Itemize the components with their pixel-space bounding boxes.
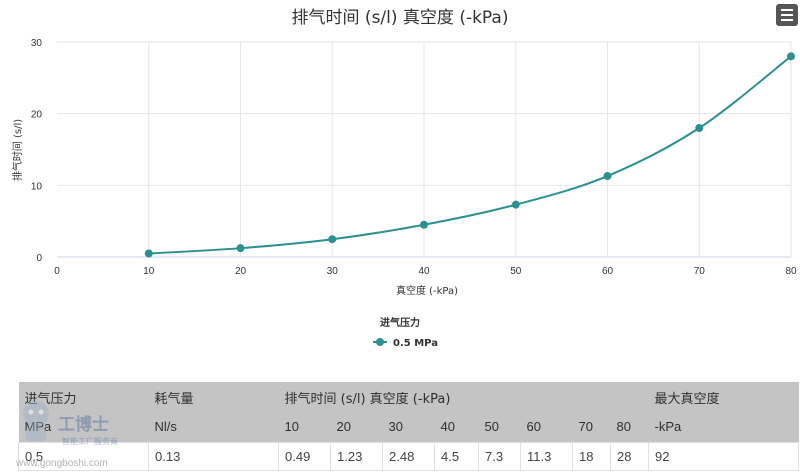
header-cell: 排气时间 (s/l) 真空度 (-kPa) bbox=[278, 382, 649, 412]
legend-title: 进气压力 bbox=[380, 316, 420, 329]
x-tick-label: 0 bbox=[54, 266, 60, 277]
header-cell: 30 bbox=[382, 412, 435, 442]
data-point[interactable] bbox=[328, 235, 337, 244]
header-cell: 50 bbox=[478, 412, 521, 442]
table-cell: 11.3 bbox=[520, 441, 573, 471]
x-tick-label: 10 bbox=[143, 266, 155, 277]
y-tick-label: 20 bbox=[31, 110, 43, 121]
x-tick-label: 50 bbox=[510, 266, 522, 277]
header-cell: 80 bbox=[610, 412, 649, 442]
data-point[interactable] bbox=[787, 52, 795, 61]
legend-label: 0.5 MPa bbox=[393, 338, 438, 349]
header-cell: 10 bbox=[278, 412, 331, 442]
header-cell: 40 bbox=[434, 412, 479, 442]
table-cell: 4.5 bbox=[434, 441, 479, 471]
table-header-row-2: MPa Nl/s 10 20 30 40 50 60 70 80 -kPa bbox=[18, 412, 799, 442]
table-cell: 7.3 bbox=[478, 441, 521, 471]
header-cell: 20 bbox=[330, 412, 383, 442]
series-line bbox=[148, 55, 792, 255]
x-tick-label: 30 bbox=[327, 266, 339, 277]
header-cell: 最大真空度 bbox=[648, 382, 799, 412]
x-tick-label: 20 bbox=[235, 266, 247, 277]
table-cell: 2.48 bbox=[382, 441, 435, 471]
x-tick-label: 60 bbox=[602, 266, 614, 277]
table-cell: 92 bbox=[648, 441, 799, 471]
x-tick-label: 80 bbox=[785, 266, 797, 277]
y-tick-label: 0 bbox=[36, 253, 42, 264]
data-point[interactable] bbox=[144, 249, 153, 258]
legend-item[interactable]: 0.5 MPa bbox=[373, 338, 438, 349]
data-point[interactable] bbox=[236, 244, 245, 253]
header-cell: Nl/s bbox=[148, 412, 279, 442]
series-layer bbox=[144, 52, 795, 258]
line-chart: 0 10 20 30 0 10 20 30 40 50 60 70 80 真空度 (-kPa) 排气时… bbox=[11, 38, 797, 349]
table-cell: 18 bbox=[572, 441, 611, 471]
hamburger-menu-icon[interactable] bbox=[776, 4, 798, 26]
table-cell: 1.23 bbox=[330, 441, 383, 471]
table-cell: 28 bbox=[610, 441, 649, 471]
data-point[interactable] bbox=[695, 124, 704, 132]
header-cell: -kPa bbox=[648, 412, 799, 442]
table-row: 0.5 0.13 0.49 1.23 2.48 4.5 7.3 11.3 18 … bbox=[18, 441, 799, 471]
header-cell: MPa bbox=[18, 412, 149, 442]
header-cell: 进气压力 bbox=[18, 382, 149, 412]
y-axis-title: 排气时间 (s/l) bbox=[11, 119, 24, 181]
y-tick-label: 30 bbox=[31, 38, 43, 49]
legend-symbol-marker bbox=[376, 338, 384, 346]
spec-table: 进气压力 耗气量 排气时间 (s/l) 真空度 (-kPa) 最大真空度 MPa… bbox=[18, 382, 799, 471]
x-tick-label: 40 bbox=[418, 266, 430, 277]
y-axis-ticks: 0 10 20 30 bbox=[31, 38, 43, 264]
data-point[interactable] bbox=[603, 172, 612, 181]
y-tick-label: 10 bbox=[31, 181, 43, 192]
header-cell: 60 bbox=[520, 412, 573, 442]
grid-lines bbox=[57, 41, 792, 258]
data-point[interactable] bbox=[420, 220, 428, 229]
chart-title: 排气时间 (s/l) 真空度 (-kPa) bbox=[291, 8, 509, 28]
table-cell: 0.5 bbox=[18, 441, 149, 471]
table-header-row-1: 进气压力 耗气量 排气时间 (s/l) 真空度 (-kPa) 最大真空度 bbox=[18, 382, 799, 412]
header-cell: 70 bbox=[572, 412, 611, 442]
x-axis-ticks: 0 10 20 30 40 50 60 70 80 bbox=[54, 266, 797, 277]
table-cell: 0.49 bbox=[278, 441, 331, 471]
x-axis-title: 真空度 (-kPa) bbox=[396, 284, 458, 297]
table-cell: 0.13 bbox=[148, 441, 279, 471]
header-cell: 耗气量 bbox=[148, 382, 279, 412]
x-tick-label: 70 bbox=[694, 266, 706, 277]
data-point[interactable] bbox=[511, 200, 520, 209]
